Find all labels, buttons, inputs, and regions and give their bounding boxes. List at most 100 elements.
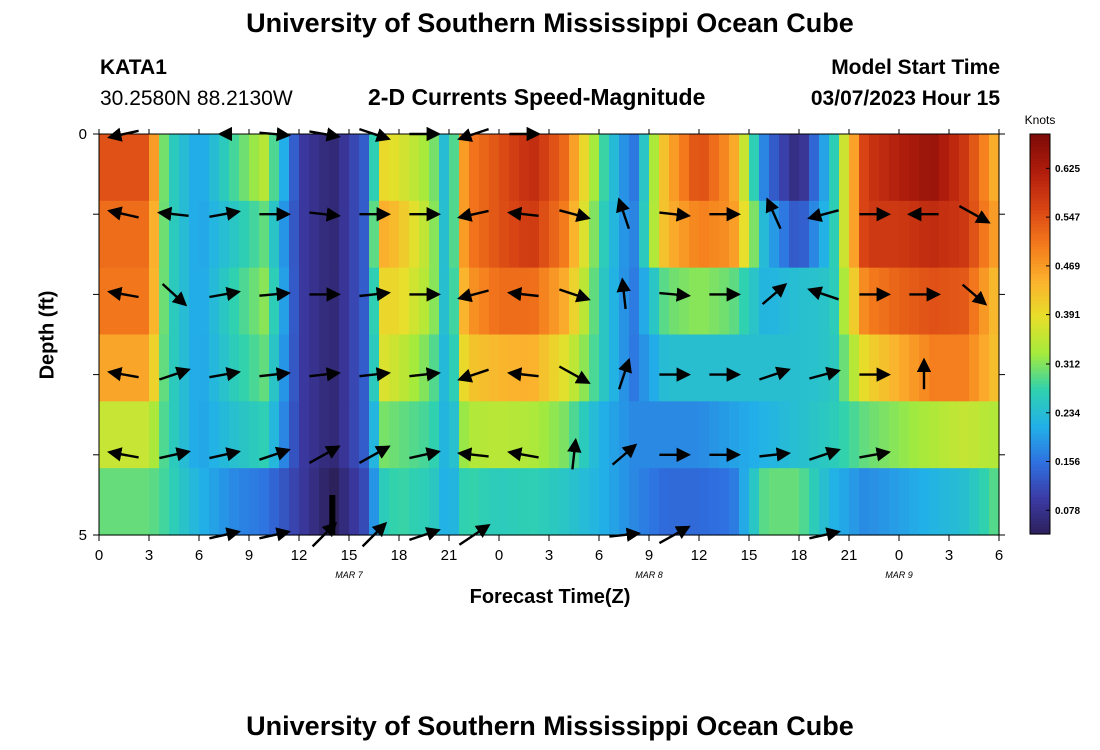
colorbar-segment <box>1030 234 1050 238</box>
heatmap-cell <box>889 267 900 336</box>
plot-axes: 0 3 6 9 12 15 18 21 0 3 6 9 12 15 18 21 0 3 6 MAR 7 MAR 8 MAR… <box>79 126 1005 580</box>
heatmap-cell <box>489 401 500 469</box>
heatmap-cell <box>139 334 150 402</box>
heatmap-cell <box>389 200 400 269</box>
heatmap-cell <box>749 468 760 536</box>
heatmap-cell <box>349 134 360 202</box>
heatmap-cell <box>889 200 900 269</box>
colorbar-segment <box>1030 507 1050 512</box>
heatmap-cell <box>409 401 420 469</box>
colorbar-segment <box>1030 194 1050 198</box>
heatmap-cell <box>159 267 170 336</box>
heatmap-cell <box>509 200 520 269</box>
heatmap-cell <box>419 468 430 536</box>
colorbar-segment <box>1030 454 1050 458</box>
colorbar-segment <box>1030 207 1050 212</box>
heatmap-cell <box>209 468 220 536</box>
heatmap-cell <box>529 334 540 402</box>
current-vector <box>659 287 691 302</box>
heatmap-cell <box>609 401 620 469</box>
current-vector <box>107 367 139 382</box>
heatmap-cell <box>649 267 660 336</box>
heatmap-cell <box>279 267 290 336</box>
colorbar-segment <box>1030 340 1050 345</box>
colorbar-segment <box>1030 284 1050 288</box>
heatmap-cell <box>739 200 750 269</box>
heatmap-cell <box>659 200 670 269</box>
heatmap-cell <box>679 401 690 469</box>
heatmap-cell <box>169 134 180 202</box>
heatmap-cell <box>779 134 790 202</box>
heatmap-cell <box>549 334 560 402</box>
y-tick-label: 0 <box>79 126 87 143</box>
heatmap-cell <box>659 401 670 469</box>
date-label: MAR 8 <box>635 570 663 580</box>
heatmap-cell <box>539 200 550 269</box>
heatmap-cell <box>759 134 770 202</box>
heatmap-cell <box>159 401 170 469</box>
heatmap-cell <box>759 468 770 536</box>
heatmap-cell <box>469 200 480 269</box>
heatmap-cell <box>459 401 470 469</box>
heatmap-cell <box>399 200 410 269</box>
heatmap-cell <box>449 401 460 469</box>
heatmap-cell <box>729 401 740 469</box>
current-vector <box>809 446 841 461</box>
current-time-marker <box>329 495 336 535</box>
heatmap-cell <box>679 134 690 202</box>
chart-subtitle: 2-D Currents Speed-Magnitude <box>368 84 706 110</box>
heatmap-cell <box>619 200 630 269</box>
heatmap-cell <box>759 334 770 402</box>
heatmap-cell <box>99 267 110 336</box>
x-tick-label: 21 <box>441 547 458 564</box>
heatmap-cell <box>739 468 750 536</box>
heatmap-cell <box>209 200 220 269</box>
heatmap-cell <box>529 468 540 536</box>
heatmap-cell <box>209 267 220 336</box>
current-vector <box>157 206 189 222</box>
heatmap-cell <box>129 401 140 469</box>
heatmap-cell <box>369 401 380 469</box>
current-vector <box>507 206 539 222</box>
heatmap-cell <box>969 334 980 402</box>
heatmap-cell <box>189 134 200 202</box>
heatmap-cell <box>319 334 330 402</box>
heatmap-cell <box>459 334 470 402</box>
heatmap-cell <box>969 134 980 202</box>
heatmap-cell <box>949 334 960 402</box>
colorbar-segment <box>1030 497 1050 502</box>
heatmap-cell <box>699 267 710 336</box>
heatmap-cell <box>529 401 540 469</box>
current-vector <box>457 447 489 462</box>
heatmap-cell <box>149 401 160 469</box>
colorbar-segment <box>1030 287 1050 292</box>
heatmap-cell <box>179 200 190 269</box>
heatmap-cell <box>719 134 730 202</box>
heatmap-cell <box>769 267 780 336</box>
heatmap-cell <box>519 334 530 402</box>
colorbar-segment <box>1030 260 1050 265</box>
heatmap-cell <box>99 134 110 202</box>
heatmap-cell <box>429 468 440 536</box>
heatmap-cell <box>139 200 150 269</box>
colorbar-segment <box>1030 394 1050 398</box>
heatmap-cell <box>159 200 170 269</box>
colorbar-segment <box>1030 304 1050 308</box>
heatmap-cell <box>279 134 290 202</box>
heatmap-cell <box>869 401 880 469</box>
colorbar-segment <box>1030 264 1050 268</box>
heatmap-cell <box>229 401 240 469</box>
heatmap-cell <box>319 134 330 202</box>
heatmap-cell <box>889 401 900 469</box>
heatmap-cell <box>109 401 120 469</box>
current-vector <box>359 367 391 382</box>
heatmap-cell <box>439 200 450 269</box>
heatmap-cell <box>799 334 810 402</box>
heatmap-cell <box>559 468 570 536</box>
heatmap-cell <box>579 334 590 402</box>
colorbar-segment <box>1030 474 1050 478</box>
heatmap-cell <box>109 468 120 536</box>
colorbar-segment <box>1030 250 1050 255</box>
heatmap-cell <box>339 200 350 269</box>
heatmap-cell <box>929 200 940 269</box>
